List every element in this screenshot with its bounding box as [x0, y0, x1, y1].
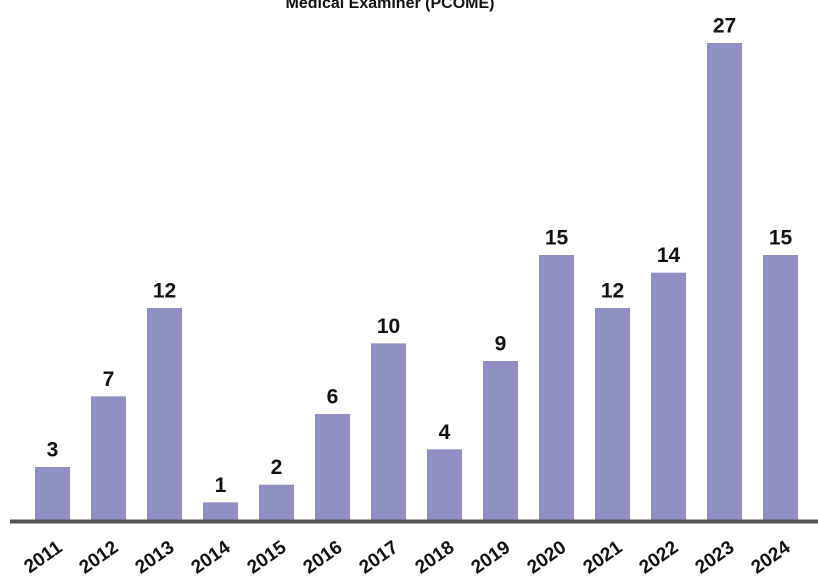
x-tick-label: 2023 — [692, 537, 739, 578]
value-label: 3 — [47, 439, 59, 462]
value-label: 7 — [103, 368, 115, 391]
x-tick-label: 2011 — [20, 537, 66, 578]
bar — [91, 396, 126, 520]
value-label: 9 — [495, 333, 507, 356]
bar — [147, 308, 182, 520]
chart-title: Medical Examiner (PCOME) — [286, 0, 495, 12]
value-label: 27 — [713, 15, 736, 38]
value-label: 15 — [545, 227, 569, 250]
bar — [651, 272, 686, 520]
x-tick-label: 2017 — [356, 537, 403, 578]
x-tick-label: 2014 — [188, 537, 235, 579]
bar — [483, 361, 518, 520]
x-tick-label: 2015 — [244, 537, 291, 579]
bar — [259, 484, 294, 520]
value-label: 12 — [153, 280, 176, 303]
bar — [707, 43, 742, 520]
value-label: 12 — [601, 280, 624, 303]
bar — [595, 308, 630, 520]
value-label: 2 — [271, 456, 283, 479]
bar — [203, 502, 238, 520]
bar — [539, 255, 574, 520]
x-tick-label: 2024 — [748, 537, 795, 579]
bar — [35, 467, 70, 520]
bar — [315, 414, 350, 520]
x-tick-label: 2012 — [76, 537, 123, 578]
value-label: 4 — [439, 421, 451, 444]
x-tick-label: 2022 — [636, 537, 683, 578]
x-tick-label: 2013 — [132, 537, 179, 578]
value-label: 10 — [377, 315, 400, 338]
value-label: 6 — [327, 386, 339, 409]
x-tick-label: 2016 — [300, 537, 347, 578]
x-tick-label: 2018 — [412, 537, 459, 578]
value-label: 1 — [215, 474, 227, 497]
bar — [427, 449, 462, 520]
value-label: 15 — [769, 227, 793, 250]
bar — [371, 343, 406, 520]
x-tick-label: 2021 — [580, 537, 627, 579]
x-tick-label: 2020 — [524, 537, 571, 578]
x-tick-label: 2019 — [468, 537, 515, 578]
bar — [763, 255, 798, 520]
value-label: 14 — [657, 244, 681, 267]
